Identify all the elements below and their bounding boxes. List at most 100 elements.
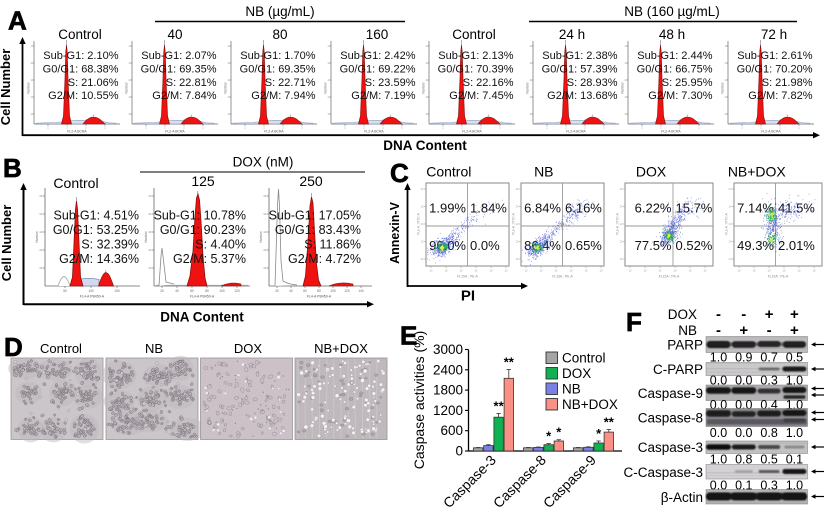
svg-text:80: 80: [205, 289, 209, 293]
svg-text:1: 1: [425, 112, 427, 116]
svg-text:G2/M: 7.30%: G2/M: 7.30%: [648, 90, 712, 102]
svg-text:0.5: 0.5: [760, 452, 777, 466]
svg-text:-: -: [716, 322, 721, 339]
svg-text:1: 1: [202, 126, 204, 130]
svg-text:-: -: [741, 306, 746, 323]
svg-text:1: 1: [282, 126, 284, 130]
svg-text:Cell Number: Cell Number: [0, 49, 13, 126]
svg-text:G2/M: 4.72%: G2/M: 4.72%: [288, 252, 361, 266]
svg-text:0.0: 0.0: [710, 426, 727, 440]
svg-text:**: **: [604, 415, 615, 430]
svg-text:+: +: [765, 306, 774, 323]
svg-text:10: 10: [421, 222, 424, 226]
svg-text:1.0: 1.0: [786, 478, 803, 492]
svg-text:10: 10: [704, 269, 707, 273]
svg-text:3000: 3000: [433, 342, 463, 357]
svg-text:1: 1: [724, 78, 726, 82]
svg-text:10: 10: [148, 230, 152, 234]
svg-text:1: 1: [327, 61, 329, 65]
svg-text:1: 1: [425, 78, 427, 82]
svg-text:1: 1: [584, 126, 586, 130]
svg-text:*: *: [596, 426, 602, 441]
svg-text:1: 1: [30, 44, 32, 48]
svg-text:FL1-A : FITC-A: FL1-A : FITC-A: [725, 212, 729, 234]
svg-text:1: 1: [442, 126, 444, 130]
svg-text:1: 1: [30, 112, 32, 116]
svg-text:48 h: 48 h: [659, 27, 685, 42]
svg-text:G2/M: 7.19%: G2/M: 7.19%: [351, 90, 415, 102]
svg-text:Number: Number: [721, 81, 725, 93]
svg-text:1.99%: 1.99%: [429, 201, 466, 216]
svg-text:1: 1: [344, 126, 346, 130]
svg-text:1: 1: [227, 44, 229, 48]
svg-text:S: 22.81%: S: 22.81%: [166, 77, 217, 89]
svg-text:1: 1: [227, 78, 229, 82]
svg-text:80: 80: [317, 289, 321, 293]
svg-text:72 h: 72 h: [761, 27, 787, 42]
svg-text:10: 10: [813, 269, 816, 273]
svg-text:Number: Number: [422, 81, 426, 93]
svg-text:10: 10: [490, 269, 493, 273]
svg-text:G2/M: 14.36%: G2/M: 14.36%: [59, 252, 139, 266]
svg-text:FL2-A BCRA: FL2-A BCRA: [264, 129, 284, 133]
svg-text:Caspase-8: Caspase-8: [638, 411, 703, 426]
svg-text:10: 10: [570, 269, 573, 273]
svg-text:10: 10: [620, 222, 623, 226]
svg-text:10: 10: [620, 187, 623, 191]
svg-text:Sub-G1: 2.44%: Sub-G1: 2.44%: [637, 50, 712, 62]
svg-text:S: 4.40%: S: 4.40%: [195, 238, 246, 252]
svg-text:Control: Control: [58, 27, 102, 42]
svg-text:10: 10: [629, 269, 632, 273]
svg-text:Number: Number: [621, 81, 625, 93]
svg-text:NB+DOX: NB+DOX: [562, 397, 618, 412]
svg-text:**: **: [494, 398, 505, 413]
svg-text:Sub-G1: 17.05%: Sub-G1: 17.05%: [269, 209, 361, 223]
svg-text:10: 10: [148, 266, 152, 270]
svg-text:1: 1: [760, 126, 762, 130]
svg-text:80: 80: [272, 27, 287, 42]
svg-text:10: 10: [738, 269, 741, 273]
svg-text:1: 1: [529, 78, 531, 82]
svg-text:0.0: 0.0: [735, 374, 752, 388]
svg-text:10: 10: [674, 269, 677, 273]
svg-text:NB: NB: [145, 341, 163, 356]
svg-text:10: 10: [729, 222, 732, 226]
svg-text:FL2-A BCRA: FL2-A BCRA: [566, 129, 586, 133]
svg-text:140: 140: [358, 289, 364, 293]
svg-text:1: 1: [244, 126, 246, 130]
svg-text:FL4-A PB450-A: FL4-A PB450-A: [190, 295, 215, 299]
svg-text:10: 10: [148, 248, 152, 252]
svg-text:1: 1: [145, 126, 147, 130]
svg-text:1: 1: [66, 126, 68, 130]
svg-text:D: D: [4, 332, 23, 362]
svg-text:1: 1: [480, 126, 482, 130]
svg-text:10: 10: [659, 269, 662, 273]
svg-text:Number: Number: [224, 81, 228, 93]
svg-text:0.3: 0.3: [760, 374, 777, 388]
svg-text:1: 1: [425, 44, 427, 48]
svg-text:Sub-G1: 4.51%: Sub-G1: 4.51%: [54, 209, 139, 223]
svg-text:Caspase-3: Caspase-3: [638, 440, 703, 455]
svg-text:1: 1: [624, 95, 626, 99]
svg-text:1: 1: [301, 126, 303, 130]
svg-text:1: 1: [724, 61, 726, 65]
svg-text:10: 10: [263, 230, 267, 234]
svg-text:DOX: DOX: [234, 341, 263, 356]
svg-text:10: 10: [729, 257, 732, 261]
svg-text:S: 23.59%: S: 23.59%: [365, 77, 416, 89]
svg-text:10: 10: [39, 248, 43, 252]
svg-text:DNA Content: DNA Content: [160, 310, 244, 325]
svg-text:40: 40: [175, 289, 179, 293]
svg-text:100: 100: [330, 289, 336, 293]
svg-text:G2/M: 13.68%: G2/M: 13.68%: [547, 90, 618, 102]
svg-text:*: *: [546, 429, 552, 444]
svg-text:FL2-A BCRA: FL2-A BCRA: [67, 129, 87, 133]
svg-text:NB+DOX: NB+DOX: [314, 341, 368, 356]
svg-text:10: 10: [600, 269, 603, 273]
svg-text:FL4-A PB450-A: FL4-A PB450-A: [80, 295, 105, 299]
svg-text:0.9: 0.9: [735, 351, 752, 365]
svg-text:10: 10: [39, 266, 43, 270]
svg-text:1: 1: [529, 112, 531, 116]
svg-text:FL2-A BCRA: FL2-A BCRA: [761, 129, 781, 133]
svg-text:250: 250: [299, 173, 323, 189]
